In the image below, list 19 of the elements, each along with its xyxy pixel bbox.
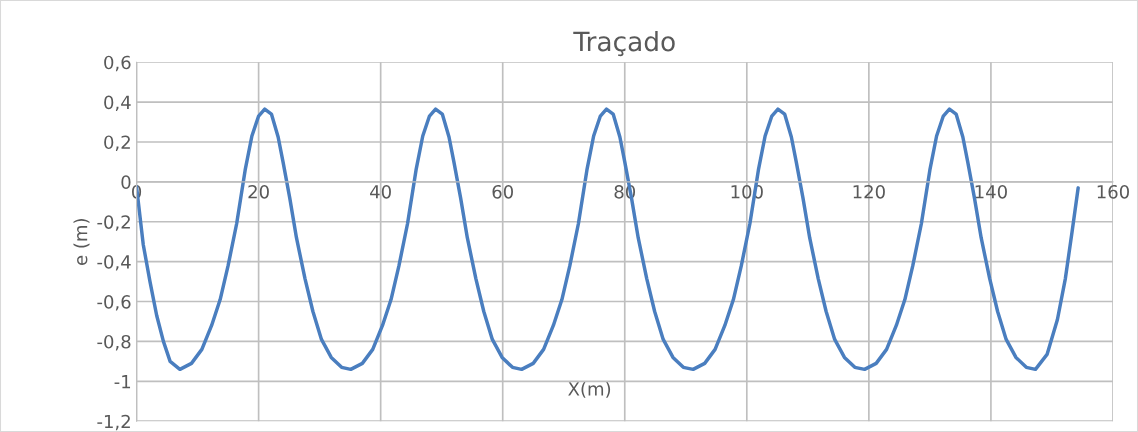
y-tick-label: 0,4 [104, 95, 131, 112]
y-tick-label: 0,2 [104, 135, 130, 151]
x-tick-label: 140 [975, 184, 1007, 199]
y-tick-label: -0,2 [97, 215, 130, 231]
y-tick-label: -0,4 [97, 255, 131, 271]
x-tick-label: 40 [370, 184, 391, 199]
y-tick-label: 0 [121, 175, 131, 189]
x-axis-title: X(m) [568, 381, 611, 398]
chart-title: Traçado [573, 31, 675, 57]
x-tick-label: 60 [492, 184, 513, 199]
y-tick-label: -1,2 [97, 414, 130, 431]
x-tick-label: 160 [1097, 184, 1129, 199]
y-axis-title: e (m) [73, 218, 90, 265]
y-tick-label: -1 [114, 375, 131, 389]
x-tick-label: 120 [853, 184, 885, 199]
y-tick-label: 0,6 [104, 55, 131, 72]
y-tick-label: -0,8 [97, 334, 131, 351]
x-tick-label: 20 [248, 184, 269, 199]
y-tick-label: -0,6 [97, 295, 131, 311]
